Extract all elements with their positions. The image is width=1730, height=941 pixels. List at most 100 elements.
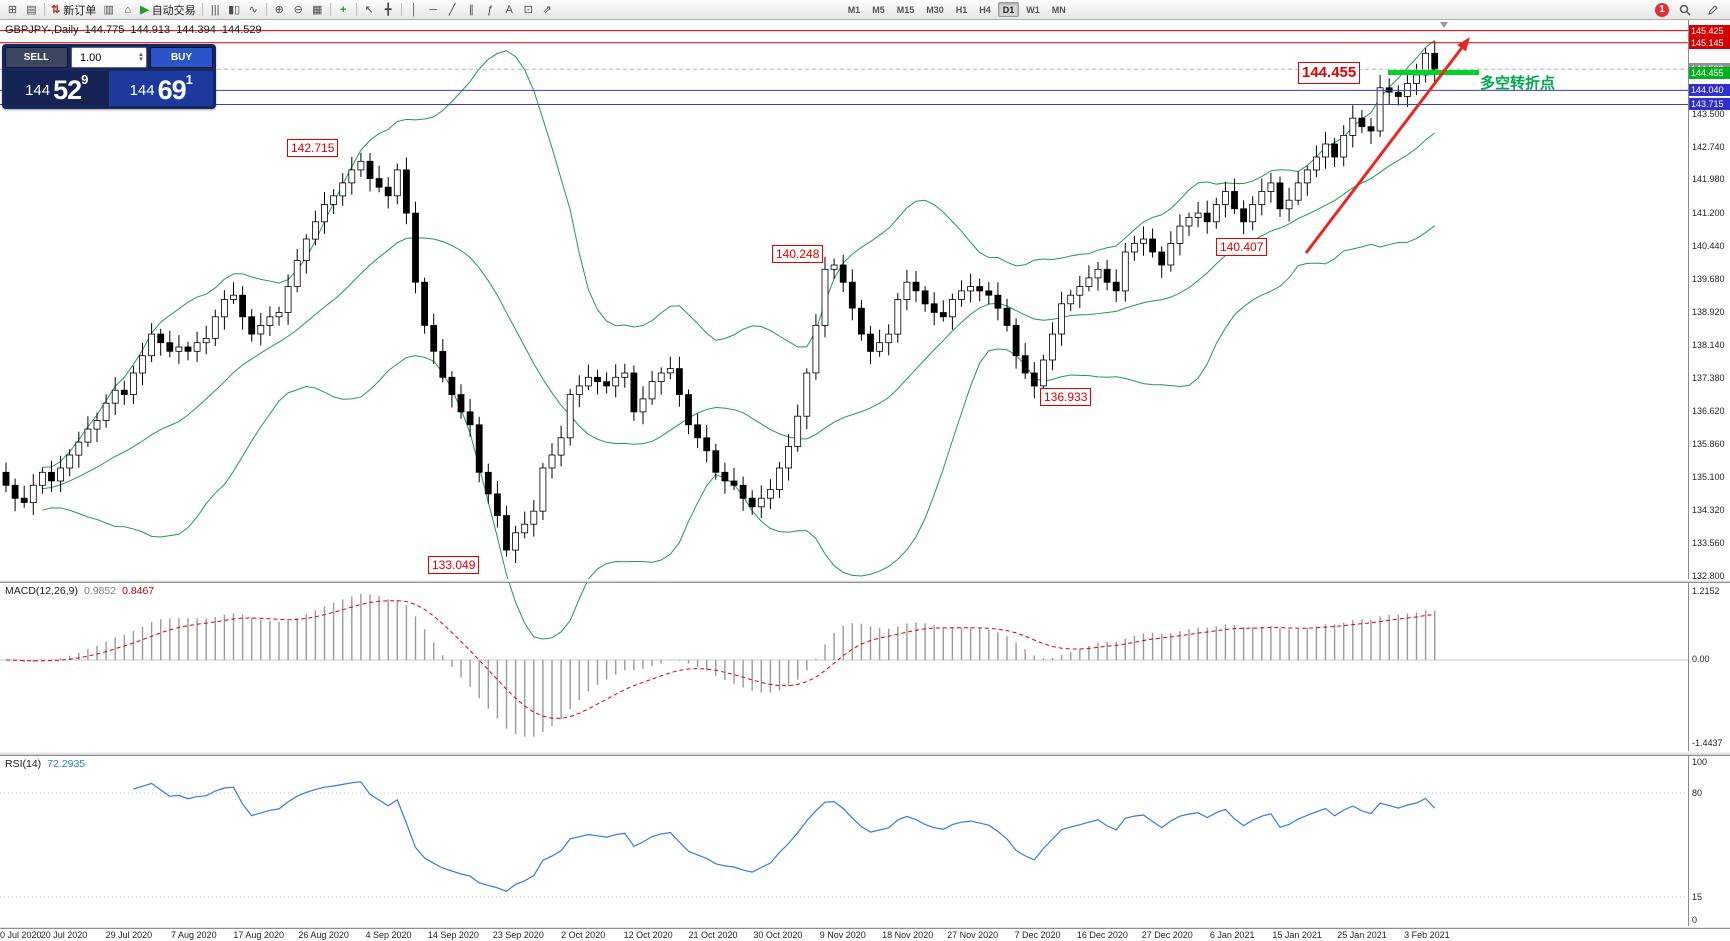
sell-price-button[interactable]: 144 52 9 xyxy=(5,71,109,106)
profiles-button[interactable]: ▤ xyxy=(22,1,41,18)
notification-badge[interactable]: 1 xyxy=(1655,2,1669,17)
price-axis-label: 135.860 xyxy=(1692,438,1725,449)
data-window-icon: ▥ xyxy=(103,4,114,16)
bar-chart-button[interactable]: ||| xyxy=(206,1,225,18)
spinner-up-icon[interactable]: ▲ xyxy=(138,51,144,58)
buy-price-button[interactable]: 144 69 1 xyxy=(108,71,213,106)
chart-shift-marker[interactable] xyxy=(1440,22,1448,28)
new-order-button[interactable]: ⇅ 新订单 xyxy=(48,1,99,18)
sell-button[interactable]: SELL xyxy=(5,47,68,68)
search-icon[interactable] xyxy=(1672,0,1697,19)
price-axis-tag: 145.425 xyxy=(1689,24,1730,37)
date-label: 16 Dec 2020 xyxy=(1076,930,1128,940)
date-label: 3 Feb 2021 xyxy=(1404,930,1450,940)
one-click-trading-panel: SELL 1.00 ▲ ▼ BUY 144 52 9 144 69 1 xyxy=(2,44,216,109)
timeframe-m30-button[interactable]: M30 xyxy=(921,2,949,17)
price-axis-label: 138.140 xyxy=(1692,340,1725,351)
price-callout-label[interactable]: 140.407 xyxy=(1216,238,1268,257)
price-chart-canvas[interactable] xyxy=(0,20,1688,929)
zoom-out-button[interactable]: ⊖ xyxy=(289,1,308,18)
rsi-name: RSI(14) xyxy=(5,758,42,770)
price-callout-label[interactable]: 144.455 xyxy=(1298,61,1361,84)
navigator-icon: ⌂ xyxy=(124,3,132,16)
price-axis-label: 133.560 xyxy=(1692,538,1725,549)
spinner-down-icon[interactable]: ▼ xyxy=(138,56,144,63)
crosshair-button[interactable]: ╋ xyxy=(379,1,398,18)
timeframe-m5-button[interactable]: M5 xyxy=(867,2,890,17)
volume-spinner[interactable]: ▲ ▼ xyxy=(138,51,144,63)
chinese-annotation[interactable]: 多空转折点 xyxy=(1480,75,1556,92)
arrows-icon: ⇗ xyxy=(542,4,552,16)
arrows-button[interactable]: ⇗ xyxy=(538,1,557,18)
timeframe-m1-button[interactable]: M1 xyxy=(843,2,866,17)
rsi-label: RSI(14) 72.2935 xyxy=(5,758,85,770)
equidistant-channel-button[interactable]: ∥ xyxy=(462,1,481,18)
toolbar-separator xyxy=(265,3,267,16)
rsi-line xyxy=(133,781,1436,892)
price-axis-label: 141.200 xyxy=(1692,208,1725,219)
candlestick-chart-button[interactable]: ▮▯ xyxy=(225,1,244,18)
macd-label: MACD(12,26,9) 0.9852 0.8467 xyxy=(5,585,154,597)
price-callout-label[interactable]: 136.933 xyxy=(1040,388,1092,407)
toolbar-separator xyxy=(44,3,45,16)
zoom-in-button[interactable]: ⊕ xyxy=(270,1,289,18)
date-label: 25 Jan 2021 xyxy=(1337,930,1387,940)
panel-divider[interactable] xyxy=(0,579,1730,583)
cursor-button[interactable]: ↖ xyxy=(360,1,379,18)
timeframe-h1-button[interactable]: H1 xyxy=(951,2,973,17)
vertical-line-button[interactable]: │ xyxy=(405,1,424,18)
date-label: 7 Aug 2020 xyxy=(171,930,217,940)
main-toolbar: ⊞ ▤ ⇅ 新订单 ▥ ⌂ ▶ 自动交易 ||| ▮▯ ∿ ⊕ ⊖ ▦ + ↖ ╋ │ ─ ╱ ∥ ƒ A ⊡ ⇗ M1 M5 M15… xyxy=(0,0,1730,20)
toolbar-buttons-group: ⊞ ▤ ⇅ 新订单 ▥ ⌂ ▶ 自动交易 ||| ▮▯ ∿ ⊕ ⊖ ▦ + ↖ ╋ │ ─ ╱ ∥ ƒ A ⊡ ⇗ M1 M5 M15… xyxy=(3,0,1072,19)
tile-windows-icon: ▦ xyxy=(311,4,323,16)
profiles-icon: ▤ xyxy=(26,4,37,16)
timeframe-mn-button[interactable]: MN xyxy=(1047,2,1071,17)
horizontal-line-button[interactable]: ─ xyxy=(424,1,443,18)
data-window-button[interactable]: ▥ xyxy=(99,1,118,18)
price-axis-tag: 144.040 xyxy=(1689,84,1730,97)
time-axis[interactable]: 0 Jul 2020 20 Jul 2020 29 Jul 2020 7 Aug 20… xyxy=(0,929,1730,941)
cursor-icon: ↖ xyxy=(364,4,374,16)
price-axis-label: 141.980 xyxy=(1692,174,1725,185)
date-label: 14 Sep 2020 xyxy=(427,930,479,940)
price-axis-label: 132.800 xyxy=(1692,571,1725,581)
sell-price-big: 144 xyxy=(25,82,51,99)
panel-divider[interactable] xyxy=(0,751,1730,756)
timeframe-w1-button[interactable]: W1 xyxy=(1021,2,1045,17)
fibonacci-icon: ƒ xyxy=(487,3,494,16)
zoom-out-icon: ⊖ xyxy=(293,4,303,16)
timeframe-h4-button[interactable]: H4 xyxy=(974,2,996,17)
price-callout-label[interactable]: 142.715 xyxy=(287,138,339,157)
indicators-icon: + xyxy=(339,3,347,16)
new-chart-icon: ⊞ xyxy=(7,4,18,16)
candlestick-chart-icon: ▮▯ xyxy=(228,4,241,16)
tile-windows-button[interactable]: ▦ xyxy=(308,1,327,18)
fibonacci-button[interactable]: ƒ xyxy=(481,1,500,18)
text-label-button[interactable]: ⊡ xyxy=(519,1,538,18)
rsi-axis-label: 80 xyxy=(1692,788,1703,798)
price-axis-label: 136.620 xyxy=(1692,405,1725,416)
macd-axis-label: 0.00 xyxy=(1692,654,1710,664)
zoom-in-icon: ⊕ xyxy=(274,4,284,16)
toolbar-separator xyxy=(329,3,331,16)
price-axis[interactable]: 143.500 142.740 141.980 141.200 140.440 139.6… xyxy=(1688,20,1730,929)
new-chart-button[interactable]: ⊞ xyxy=(3,1,22,18)
autotrading-button[interactable]: ▶ 自动交易 xyxy=(137,1,198,18)
panel-divider[interactable] xyxy=(0,926,1730,929)
date-label: 20 Jul 2020 xyxy=(40,930,88,940)
price-callout-label[interactable]: 133.049 xyxy=(428,556,480,575)
text-button[interactable]: A xyxy=(500,1,519,18)
line-chart-button[interactable]: ∿ xyxy=(244,1,263,18)
price-callout-label[interactable]: 140.248 xyxy=(772,245,824,264)
timeframe-d1-button[interactable]: D1 xyxy=(997,2,1020,17)
autotrading-icon: ▶ xyxy=(140,4,149,16)
trendline-button[interactable]: ╱ xyxy=(443,1,462,18)
volume-input[interactable]: 1.00 ▲ ▼ xyxy=(71,47,147,68)
buy-button[interactable]: BUY xyxy=(150,47,213,68)
edit-icon[interactable] xyxy=(1700,0,1725,19)
timeframe-m15-button[interactable]: M15 xyxy=(892,2,920,17)
indicators-button[interactable]: + xyxy=(334,1,353,18)
navigator-button[interactable]: ⌂ xyxy=(118,1,137,18)
price-axis-label: 135.100 xyxy=(1692,471,1725,482)
equidistant-channel-icon: ∥ xyxy=(468,4,474,16)
